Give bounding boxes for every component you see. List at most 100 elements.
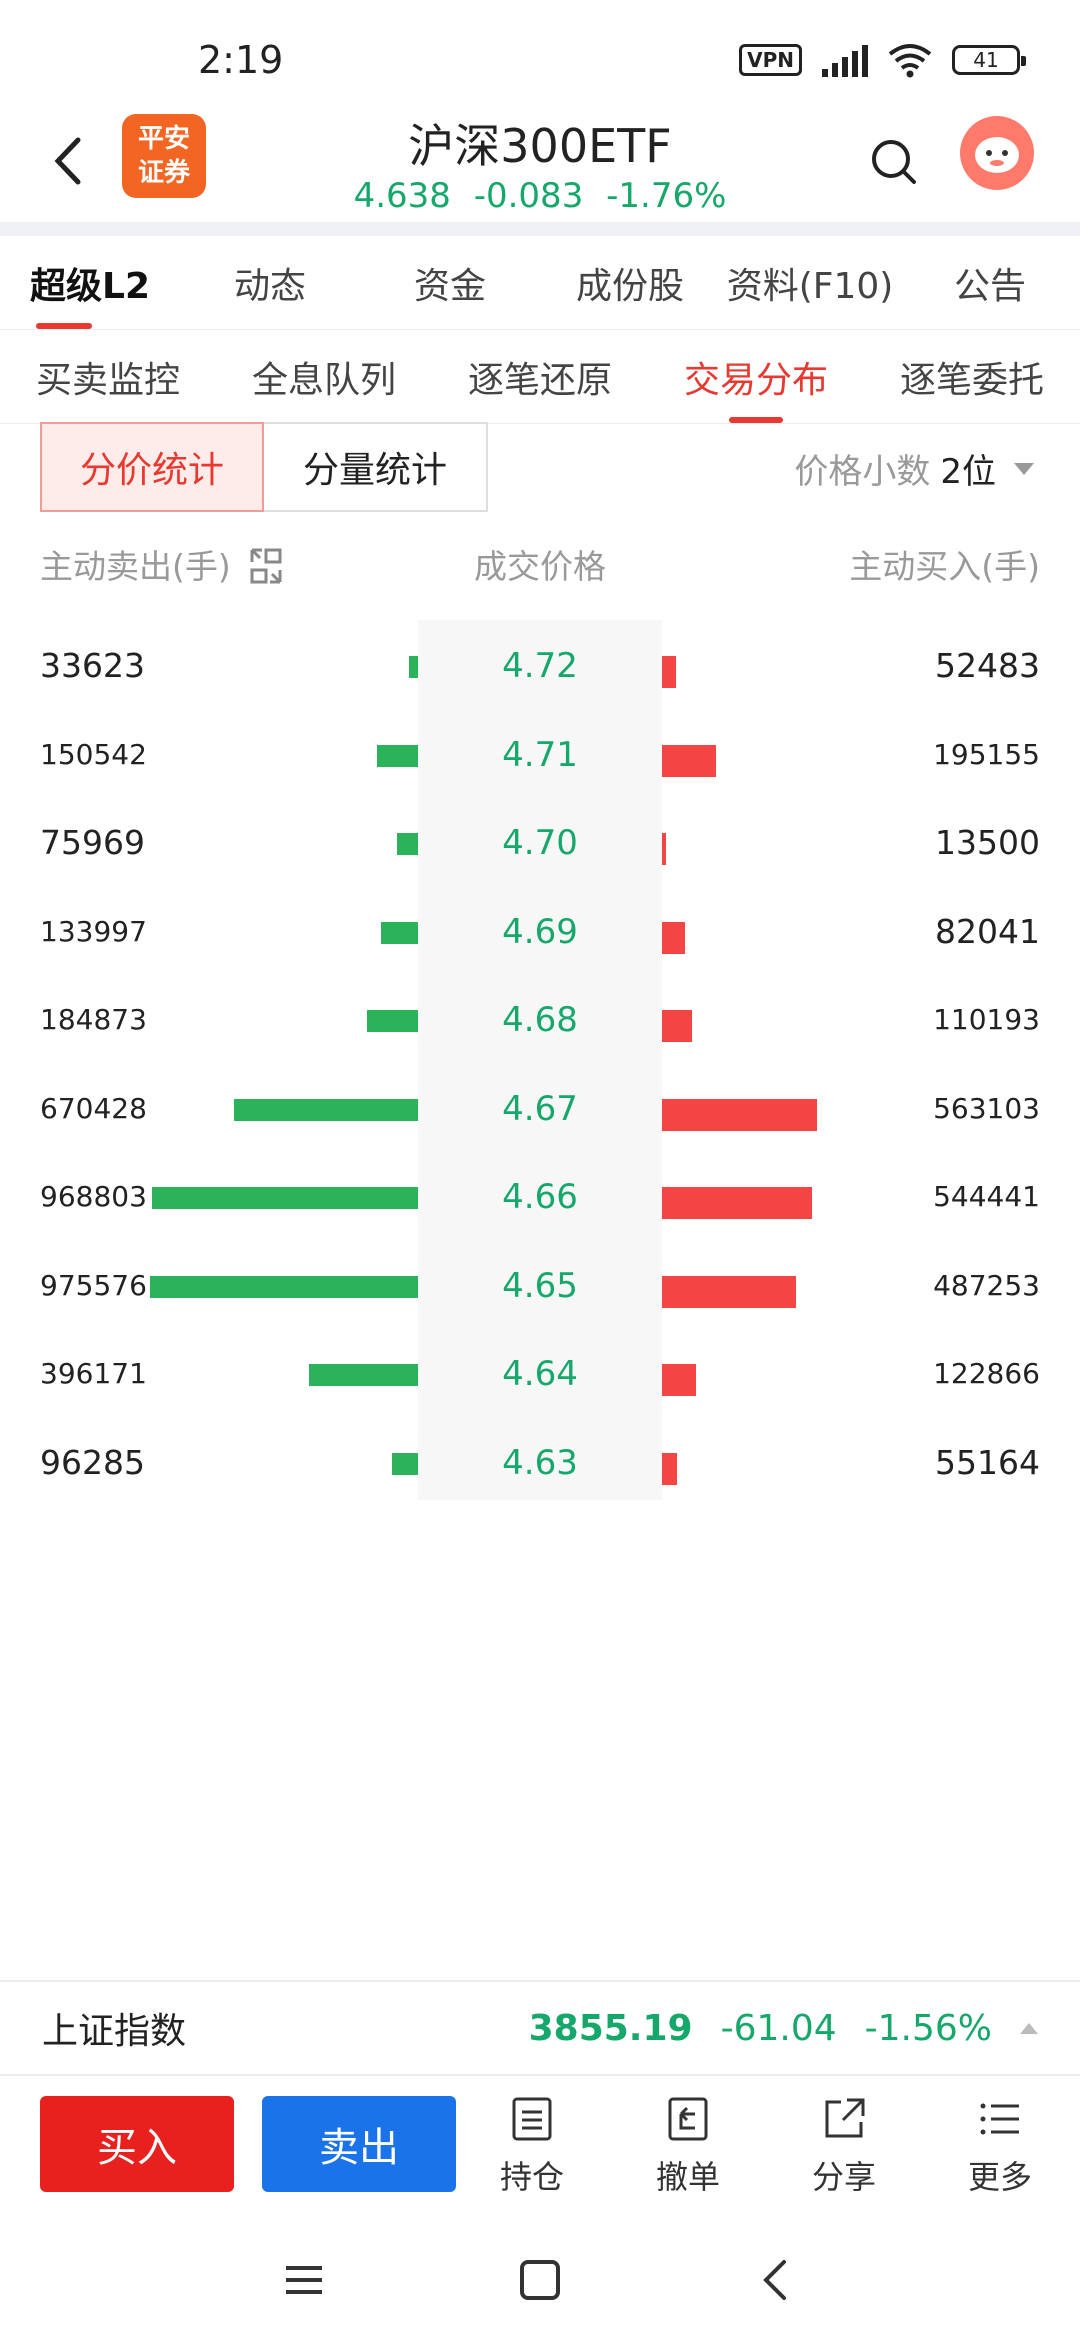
more-label: 更多: [967, 2158, 1032, 2196]
buy-volume: 195155: [933, 737, 1040, 771]
tab-constituents[interactable]: 成份股: [575, 265, 684, 307]
buy-volume: 122866: [933, 1357, 1040, 1390]
distribution-row: 975576 4.65 487253: [0, 1242, 1080, 1330]
buy-volume: 487253: [933, 1268, 1040, 1302]
volume-stat-button[interactable]: 分量统计: [264, 422, 488, 512]
distribution-row: 33623 4.72 52483: [0, 622, 1080, 710]
sell-volume: 670428: [40, 1091, 147, 1125]
bottom-action-bar: 买入 卖出 持仓 撤单 分享 更多: [0, 2094, 1080, 2204]
search-icon[interactable]: [866, 134, 922, 190]
menu-icon[interactable]: [274, 2250, 334, 2310]
trade-price: 4.70: [502, 823, 578, 863]
buy-bar: [662, 833, 666, 865]
distribution-row: 670428 4.67 563103: [0, 1065, 1080, 1153]
system-nav-bar: [0, 2230, 1080, 2340]
sell-volume: 396171: [40, 1357, 147, 1390]
trade-price: 4.66: [502, 1177, 578, 1217]
subtab-trade-monitor[interactable]: 买卖监控: [35, 359, 180, 401]
tab-super-l2[interactable]: 超级L2: [0, 236, 180, 329]
sell-volume: 184873: [40, 1003, 147, 1036]
index-name: 上证指数: [42, 2011, 187, 2052]
more-button[interactable]: 更多: [940, 2094, 1060, 2204]
column-buy: 主动买入(手): [849, 547, 1040, 586]
trade-price: 4.64: [502, 1354, 578, 1394]
status-time: 2:19: [198, 38, 284, 82]
status-icons: VPN 41: [739, 42, 1026, 78]
sell-volume: 150542: [40, 737, 147, 771]
assistant-avatar[interactable]: [960, 116, 1034, 190]
trade-price: 4.68: [502, 1000, 578, 1040]
price-decimal-value: 2位: [940, 452, 996, 492]
buy-volume: 110193: [933, 1003, 1040, 1036]
index-point: 3855.19: [528, 2007, 693, 2049]
swap-icon[interactable]: [246, 546, 286, 586]
battery-icon: 41: [952, 45, 1026, 75]
stock-price: 4.638: [353, 176, 451, 216]
sell-volume: 968803: [40, 1180, 147, 1213]
trade-price: 4.72: [502, 646, 578, 686]
cancel-order-icon: [668, 2097, 708, 2141]
buy-volume: 55164: [935, 1442, 1040, 1482]
sub-tabs: 买卖监控 全息队列 逐笔还原 交易分布 逐笔委托: [0, 330, 1080, 424]
share-label: 分享: [811, 2158, 876, 2196]
vpn-icon: VPN: [739, 44, 802, 76]
subtab-tick-orders[interactable]: 逐笔委托: [899, 359, 1044, 401]
buy-volume: 82041: [935, 911, 1040, 951]
stat-toggle: 分价统计 分量统计: [40, 422, 488, 512]
share-button[interactable]: 分享: [784, 2094, 904, 2204]
buy-bar: [662, 921, 685, 954]
stock-title: 沪深300ETF: [408, 119, 672, 173]
sell-bar: [234, 1098, 418, 1121]
price-decimal-select[interactable]: 价格小数 2位: [794, 444, 1034, 493]
holdings-icon: [512, 2097, 552, 2141]
tab-funds[interactable]: 资金: [413, 265, 486, 307]
sell-bar: [367, 1010, 418, 1032]
sell-bar: [152, 1187, 418, 1209]
sell-volume: 975576: [40, 1268, 147, 1302]
distribution-row: 968803 4.66 544441: [0, 1153, 1080, 1241]
chevron-up-icon: [1020, 2022, 1038, 2034]
status-bar: 2:19 VPN 41: [0, 0, 1080, 110]
subtab-trade-distribution[interactable]: 交易分布: [648, 330, 864, 423]
column-sell: 主动卖出(手): [40, 547, 231, 586]
distribution-row: 150542 4.71 195155: [0, 711, 1080, 799]
column-price: 成交价格: [474, 547, 606, 586]
buy-bar: [662, 1275, 796, 1308]
buy-bar: [662, 1098, 817, 1131]
buy-bar: [662, 744, 716, 777]
distribution-row: 133997 4.69 82041: [0, 888, 1080, 976]
sell-bar: [397, 833, 418, 855]
subtab-full-queue[interactable]: 全息队列: [251, 359, 396, 401]
index-change: -61.04: [720, 2007, 837, 2049]
sell-volume: 33623: [40, 646, 145, 685]
trade-price: 4.71: [502, 734, 578, 775]
buy-button[interactable]: 买入: [40, 2096, 234, 2192]
buy-bar: [662, 1452, 677, 1485]
trade-price: 4.69: [502, 911, 578, 952]
tab-f10[interactable]: 资料(F10): [726, 265, 894, 307]
sell-button[interactable]: 卖出: [262, 2096, 456, 2192]
mascot-icon: [975, 137, 1019, 173]
back-icon[interactable]: [40, 126, 96, 196]
trade-price: 4.65: [502, 1265, 578, 1306]
buy-volume: 13500: [935, 823, 1040, 862]
more-icon: [980, 2103, 1019, 2135]
trade-price: 4.67: [502, 1088, 578, 1129]
cancel-order-button[interactable]: 撤单: [628, 2094, 748, 2204]
price-column-band: [418, 620, 662, 1500]
sell-bar: [409, 656, 418, 678]
header-divider: [0, 222, 1080, 236]
subtab-tick-restore[interactable]: 逐笔还原: [467, 359, 612, 401]
buy-bar: [662, 656, 676, 688]
index-ticker[interactable]: 上证指数 3855.19 -61.04 -1.56%: [0, 1980, 1080, 2076]
nav-back-icon[interactable]: [746, 2250, 806, 2310]
home-icon[interactable]: [510, 2250, 570, 2310]
buy-volume: 544441: [933, 1180, 1040, 1213]
sell-bar: [150, 1275, 418, 1298]
price-decimal-label: 价格小数: [794, 452, 931, 492]
tab-dynamics[interactable]: 动态: [233, 265, 306, 307]
price-stat-button[interactable]: 分价统计: [40, 422, 264, 512]
tab-announcements[interactable]: 公告: [953, 265, 1026, 307]
cancel-order-label: 撤单: [655, 2158, 720, 2196]
holdings-button[interactable]: 持仓: [472, 2094, 592, 2204]
